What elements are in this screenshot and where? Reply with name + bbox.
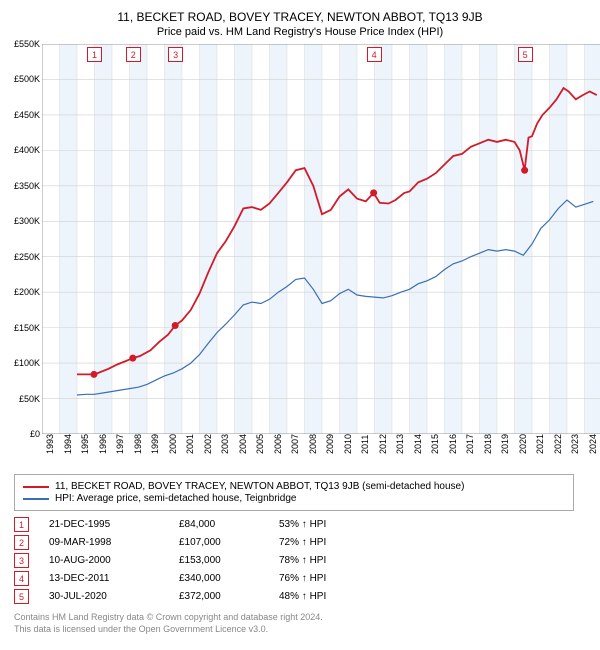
x-axis-tick-label: 2011 <box>360 435 370 454</box>
y-axis-tick-label: £0 <box>8 429 40 439</box>
x-axis-tick-label: 2014 <box>413 434 423 454</box>
sale-date: 21-DEC-1995 <box>49 519 179 530</box>
x-axis-tick-label: 1999 <box>150 434 160 454</box>
x-axis-tick-label: 2010 <box>343 434 353 454</box>
x-axis-tick-label: 2017 <box>465 434 475 454</box>
sales-table: 1 21-DEC-1995£84,00053% ↑ HPI 2 09-MAR-1998… <box>14 517 574 604</box>
sale-price: £84,000 <box>179 519 279 530</box>
sale-vs-hpi: 78% ↑ HPI <box>279 555 389 566</box>
sale-marker-5: 5 <box>518 47 533 62</box>
x-axis-tick-label: 2002 <box>203 434 213 454</box>
x-axis-tick-label: 2023 <box>570 434 580 454</box>
x-axis-tick-label: 2015 <box>430 434 440 454</box>
sale-row: 5 30-JUL-2020£372,00048% ↑ HPI <box>14 589 574 604</box>
legend-swatch <box>23 498 49 500</box>
x-axis-tick-label: 2020 <box>518 434 528 454</box>
sale-date: 30-JUL-2020 <box>49 591 179 602</box>
y-axis-tick-label: £100K <box>8 358 40 368</box>
x-axis-tick-label: 2018 <box>483 434 493 454</box>
sale-price: £340,000 <box>179 573 279 584</box>
legend-label: 11, BECKET ROAD, BOVEY TRACEY, NEWTON AB… <box>55 481 464 492</box>
x-axis-tick-label: 2012 <box>378 434 388 454</box>
sale-price: £107,000 <box>179 537 279 548</box>
sale-index: 5 <box>14 589 29 604</box>
x-axis-tick-label: 1997 <box>115 434 125 454</box>
price-chart: £0£50K£100K£150K£200K£250K£300K£350K£400… <box>42 44 600 434</box>
sale-vs-hpi: 53% ↑ HPI <box>279 519 389 530</box>
y-axis-tick-label: £50K <box>8 394 40 404</box>
sale-index: 2 <box>14 535 29 550</box>
y-axis-tick-label: £550K <box>8 39 40 49</box>
y-axis-tick-label: £450K <box>8 110 40 120</box>
sale-row: 4 13-DEC-2011£340,00076% ↑ HPI <box>14 571 574 586</box>
x-axis-tick-label: 1995 <box>80 434 90 454</box>
y-axis-tick-label: £250K <box>8 252 40 262</box>
x-axis-tick-label: 2013 <box>395 434 405 454</box>
x-axis-tick-label: 2006 <box>273 434 283 454</box>
sale-marker-4: 4 <box>367 47 382 62</box>
y-axis-tick-label: £500K <box>8 74 40 84</box>
x-axis-tick-label: 2000 <box>168 434 178 454</box>
x-axis-tick-label: 1993 <box>45 434 55 454</box>
sale-date: 13-DEC-2011 <box>49 573 179 584</box>
legend-row: 11, BECKET ROAD, BOVEY TRACEY, NEWTON AB… <box>23 481 565 492</box>
y-axis-tick-label: £300K <box>8 216 40 226</box>
sale-index: 4 <box>14 571 29 586</box>
x-axis-tick-label: 1996 <box>98 434 108 454</box>
x-axis-tick-label: 2003 <box>220 434 230 454</box>
x-axis-tick-label: 2022 <box>553 434 563 454</box>
sale-date: 10-AUG-2000 <box>49 555 179 566</box>
sale-marker-3: 3 <box>168 47 183 62</box>
legend-label: HPI: Average price, semi-detached house,… <box>55 493 296 504</box>
x-axis-tick-label: 2016 <box>448 434 458 454</box>
sale-date: 09-MAR-1998 <box>49 537 179 548</box>
sale-price: £372,000 <box>179 591 279 602</box>
legend-swatch <box>23 486 49 488</box>
sale-vs-hpi: 72% ↑ HPI <box>279 537 389 548</box>
x-axis-tick-label: 1994 <box>63 434 73 454</box>
sale-index: 3 <box>14 553 29 568</box>
sale-row: 1 21-DEC-1995£84,00053% ↑ HPI <box>14 517 574 532</box>
x-axis-tick-label: 2004 <box>238 434 248 454</box>
sale-row: 2 09-MAR-1998£107,00072% ↑ HPI <box>14 535 574 550</box>
y-axis-tick-label: £200K <box>8 287 40 297</box>
x-axis-tick-label: 1998 <box>133 434 143 454</box>
x-axis-tick-label: 2001 <box>185 434 195 454</box>
chart-subtitle: Price paid vs. HM Land Registry's House … <box>8 26 592 38</box>
y-axis-tick-label: £150K <box>8 323 40 333</box>
sale-marker-1: 1 <box>87 47 102 62</box>
x-axis-tick-label: 2021 <box>535 434 545 454</box>
sale-vs-hpi: 76% ↑ HPI <box>279 573 389 584</box>
x-axis-tick-label: 2008 <box>308 434 318 454</box>
sale-index: 1 <box>14 517 29 532</box>
chart-legend: 11, BECKET ROAD, BOVEY TRACEY, NEWTON AB… <box>14 474 574 511</box>
x-axis-tick-label: 2007 <box>290 434 300 454</box>
x-axis-tick-label: 2024 <box>588 434 598 454</box>
sale-row: 3 10-AUG-2000£153,00078% ↑ HPI <box>14 553 574 568</box>
sale-marker-2: 2 <box>126 47 141 62</box>
chart-title: 11, BECKET ROAD, BOVEY TRACEY, NEWTON AB… <box>8 10 592 24</box>
x-axis-tick-label: 2009 <box>325 434 335 454</box>
sale-price: £153,000 <box>179 555 279 566</box>
sale-vs-hpi: 48% ↑ HPI <box>279 591 389 602</box>
x-axis-tick-label: 2019 <box>500 434 510 454</box>
x-axis-tick-label: 2005 <box>255 434 265 454</box>
legend-row: HPI: Average price, semi-detached house,… <box>23 493 565 504</box>
y-axis-tick-label: £400K <box>8 145 40 155</box>
copyright-notice: Contains HM Land Registry data © Crown c… <box>14 612 592 635</box>
y-axis-tick-label: £350K <box>8 181 40 191</box>
